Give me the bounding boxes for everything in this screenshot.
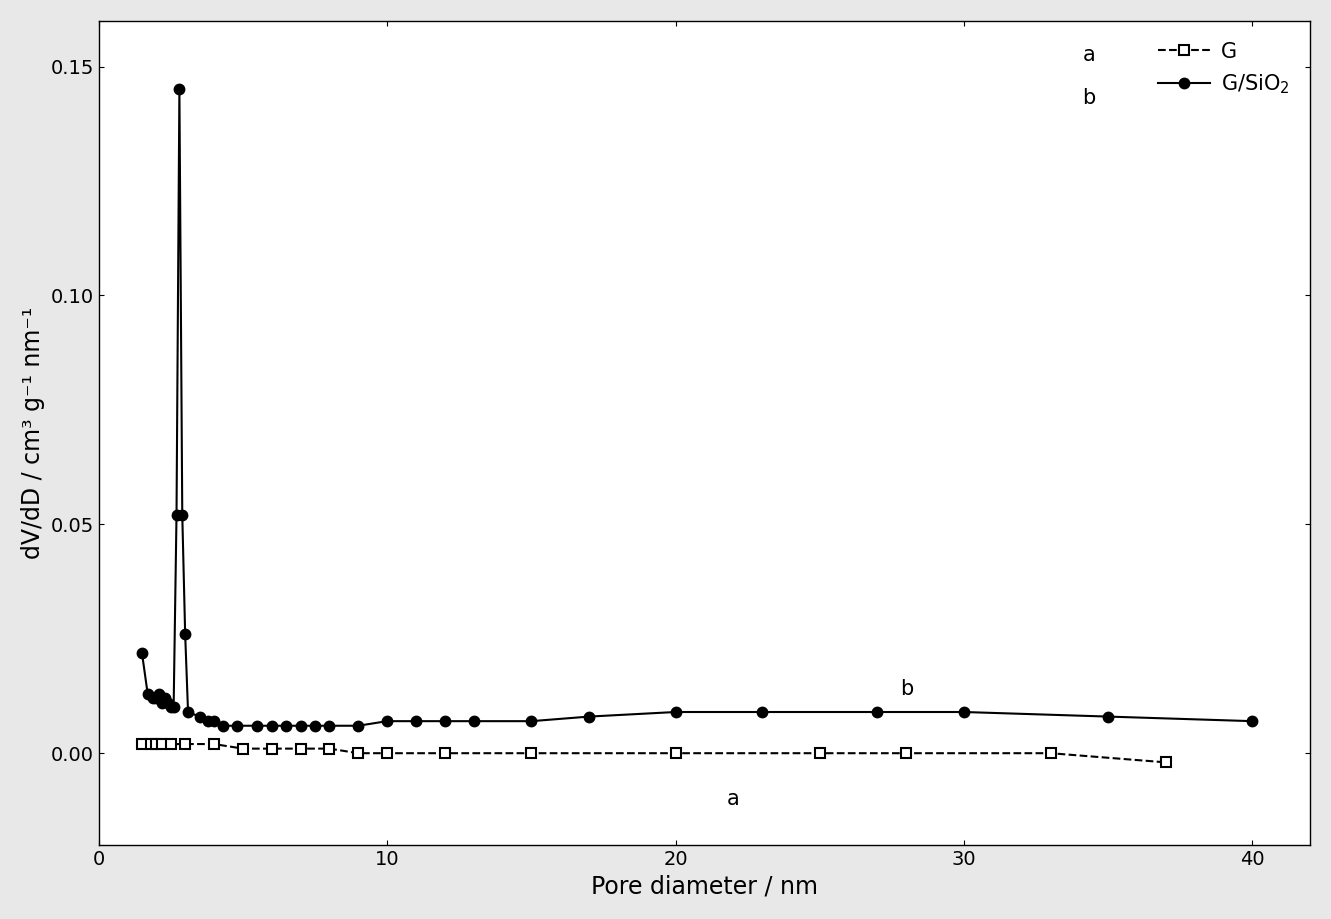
X-axis label: Pore diameter / nm: Pore diameter / nm	[591, 874, 817, 898]
Text: a: a	[727, 789, 740, 809]
Text: b: b	[1082, 88, 1095, 108]
Text: b: b	[900, 679, 913, 699]
Text: a: a	[1082, 45, 1095, 64]
Legend: G, G/SiO$_2$: G, G/SiO$_2$	[1147, 31, 1300, 106]
Y-axis label: dV/dD / cm³ g⁻¹ nm⁻¹: dV/dD / cm³ g⁻¹ nm⁻¹	[21, 307, 45, 559]
